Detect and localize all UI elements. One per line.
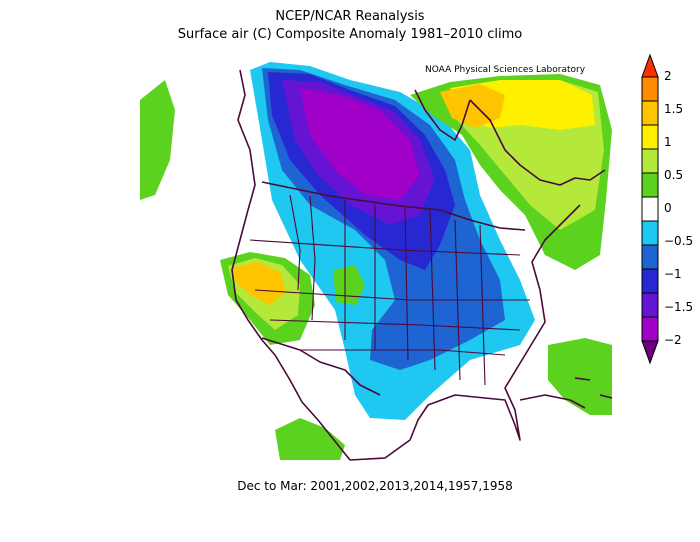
hudson-bay-coastline <box>414 89 471 141</box>
colorbar-tick-label: −1 <box>664 267 682 281</box>
west-coastline <box>231 69 351 461</box>
state-lines <box>249 194 530 386</box>
anomaly-region-plus-0.25-alaska <box>140 80 175 200</box>
colorbar-segment <box>641 100 659 126</box>
colorbar-segment <box>641 196 659 222</box>
colorbar-segment <box>641 268 659 294</box>
colorbar-segment <box>641 76 659 102</box>
anomaly-region-plus-0.25-caribbean <box>548 338 612 415</box>
anomaly-region-plus-1-west <box>232 262 286 305</box>
colorbar-tick-label: 1 <box>664 135 672 149</box>
labrador-coastline <box>469 99 606 186</box>
colorbar-segment <box>641 148 659 174</box>
colorbar-segments <box>641 53 659 365</box>
us-mexico-border <box>261 337 381 396</box>
colorbar-tick-label: 0 <box>664 201 672 215</box>
caribbean-islands <box>519 377 613 409</box>
credit-text: NOAA Physical Sciences Laboratory <box>425 65 586 75</box>
colorbar-tick-label: −1.5 <box>664 300 694 314</box>
anomaly-region-plus-0.25-mexico-pacific <box>275 418 345 460</box>
colorbar-segment <box>641 124 659 150</box>
colorbar-segment <box>641 316 659 342</box>
colorbar-tick-label: 2 <box>664 69 672 83</box>
canada-us-border <box>261 181 526 231</box>
colorbar-segment <box>641 292 659 318</box>
colorbar-tick-label: 1.5 <box>664 102 684 116</box>
colorbar-segment <box>641 244 659 270</box>
gulf-east-coastline <box>349 204 581 461</box>
colorbar-bottom-arrow <box>641 340 659 365</box>
colorbar-tick-label: 0.5 <box>664 168 684 182</box>
colorbar-tick-label: −2 <box>664 333 682 347</box>
composite-years-label: Dec to Mar: 2001,2002,2013,2014,1957,195… <box>237 479 513 493</box>
anomaly-region-minus-1.5 <box>300 88 420 200</box>
colorbar-top-arrow <box>641 53 659 78</box>
boundary-lines <box>231 69 613 461</box>
colorbar-segment <box>641 220 659 246</box>
chart-subtitle: Surface air (C) Composite Anomaly 1981–2… <box>177 27 523 42</box>
chart-title: NCEP/NCAR Reanalysis <box>275 9 425 24</box>
colorbar-segment <box>641 172 659 198</box>
anomaly-field-layer <box>140 62 612 460</box>
colorbar-tick-label: −0.5 <box>664 234 694 248</box>
anomaly-region-plus-1.25-northeast <box>440 84 505 128</box>
